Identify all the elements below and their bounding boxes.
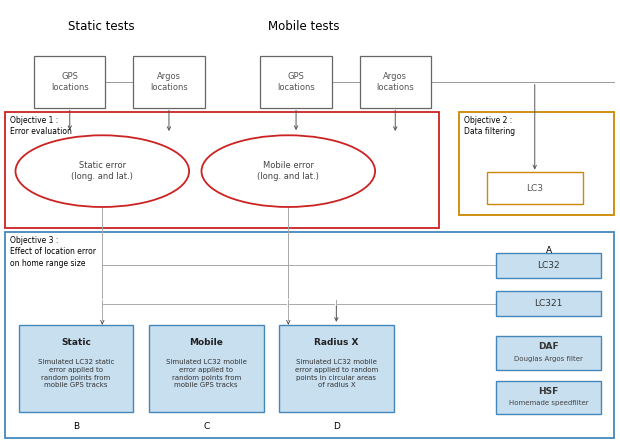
Text: Simulated LC32 static
error applied to
random points from
mobile GPS tracks: Simulated LC32 static error applied to r… — [38, 359, 114, 388]
Ellipse shape — [202, 135, 375, 207]
Text: LC3: LC3 — [526, 184, 543, 193]
Text: DAF: DAF — [538, 342, 559, 352]
Text: Static tests: Static tests — [68, 20, 135, 34]
Text: Mobile: Mobile — [189, 338, 223, 347]
Text: B: B — [73, 422, 79, 431]
FancyBboxPatch shape — [496, 253, 601, 278]
Text: Argos
locations: Argos locations — [150, 72, 188, 92]
Text: Objective 1 :
Error evaluation: Objective 1 : Error evaluation — [10, 116, 72, 136]
Text: Mobile error
(long. and lat.): Mobile error (long. and lat.) — [257, 161, 319, 181]
FancyBboxPatch shape — [279, 325, 394, 412]
FancyBboxPatch shape — [260, 56, 332, 108]
Text: Static: Static — [61, 338, 91, 347]
FancyBboxPatch shape — [5, 232, 614, 438]
Ellipse shape — [16, 135, 189, 207]
FancyBboxPatch shape — [496, 381, 601, 414]
Text: Objective 3 :
Effect of location error
on home range size: Objective 3 : Effect of location error o… — [10, 236, 96, 267]
Text: Homemade speedfilter: Homemade speedfilter — [509, 401, 588, 406]
FancyBboxPatch shape — [5, 112, 439, 228]
Text: Static error
(long. and lat.): Static error (long. and lat.) — [71, 161, 133, 181]
Text: Objective 2 :
Data filtering: Objective 2 : Data filtering — [464, 116, 515, 136]
FancyBboxPatch shape — [19, 325, 133, 412]
Text: D: D — [333, 422, 340, 431]
Text: C: C — [203, 422, 210, 431]
Text: LC321: LC321 — [534, 299, 563, 308]
FancyBboxPatch shape — [496, 291, 601, 316]
Text: Argos
locations: Argos locations — [376, 72, 414, 92]
Text: GPS
locations: GPS locations — [51, 72, 89, 92]
Text: Simulated LC32 mobile
error applied to random
points in circular areas
of radius: Simulated LC32 mobile error applied to r… — [294, 359, 378, 388]
Text: A: A — [546, 246, 552, 254]
FancyBboxPatch shape — [149, 325, 264, 412]
Text: Radius X: Radius X — [314, 338, 358, 347]
Text: HSF: HSF — [539, 387, 559, 396]
Text: Douglas Argos filter: Douglas Argos filter — [514, 356, 583, 362]
FancyBboxPatch shape — [459, 112, 614, 215]
FancyBboxPatch shape — [360, 56, 431, 108]
FancyBboxPatch shape — [133, 56, 205, 108]
Text: GPS
locations: GPS locations — [277, 72, 315, 92]
Text: Mobile tests: Mobile tests — [268, 20, 340, 34]
Text: LC32: LC32 — [538, 261, 560, 270]
Text: Simulated LC32 mobile
error applied to
random points from
mobile GPS tracks: Simulated LC32 mobile error applied to r… — [166, 359, 247, 388]
FancyBboxPatch shape — [496, 336, 601, 370]
FancyBboxPatch shape — [487, 172, 583, 204]
FancyBboxPatch shape — [34, 56, 105, 108]
